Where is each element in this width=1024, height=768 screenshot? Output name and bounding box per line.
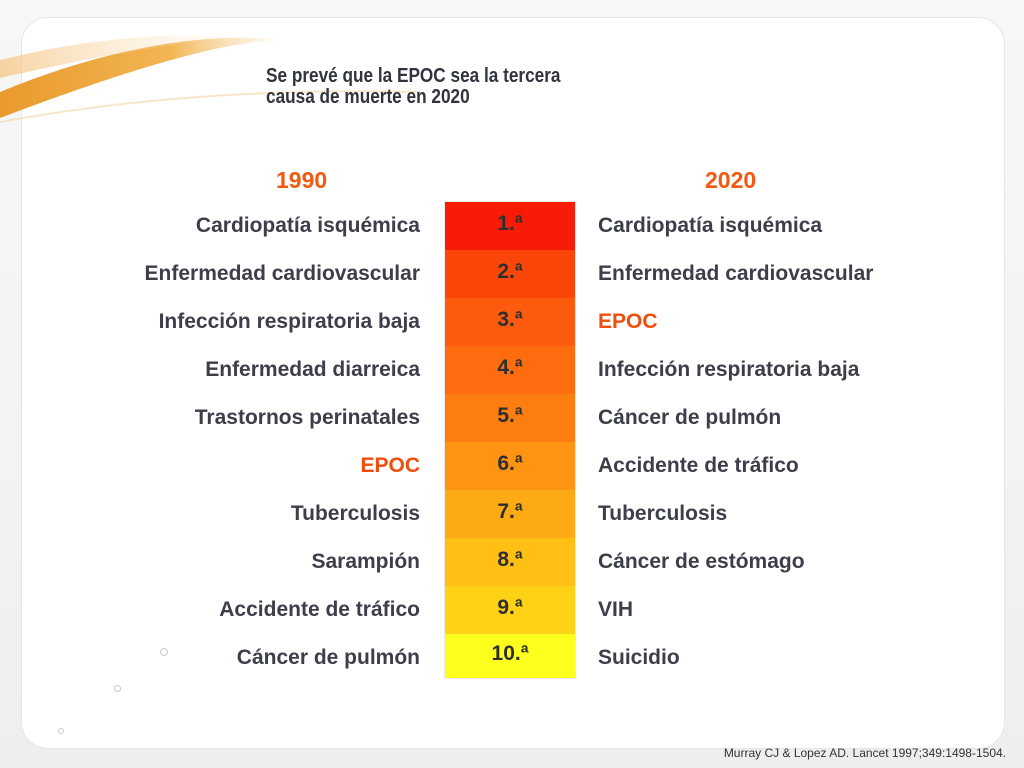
- rank-cell: 3.ª: [445, 298, 575, 346]
- rank-bar: 1.ª 2.ª 3.ª 4.ª 5.ª 6.ª 7.ª 8.ª 9.ª 10.ª: [445, 202, 575, 678]
- year-heading-1990: 1990: [276, 167, 328, 193]
- citation: Murray CJ & Lopez AD. Lancet 1997;349:14…: [723, 746, 1006, 760]
- slide-title-line-1: Se prevé que la EPOC sea la tercera: [266, 65, 561, 87]
- rank-cell: 6.ª: [445, 442, 575, 490]
- 2020-cause-item: VIH: [598, 598, 634, 621]
- decorative-swoosh: [0, 35, 421, 123]
- rank-cell: 4.ª: [445, 346, 575, 394]
- 2020-cause-item: EPOC: [598, 310, 658, 333]
- causes-2020-list: Cardiopatía isquémica Enfermedad cardiova…: [598, 202, 998, 682]
- decorative-dot: [114, 685, 121, 692]
- rank-cell: 8.ª: [445, 538, 575, 586]
- 2020-cause-item: Cáncer de estómago: [598, 550, 805, 573]
- 2020-cause-item: Enfermedad cardiovascular: [598, 262, 874, 285]
- rank-cell: 7.ª: [445, 490, 575, 538]
- 1990-cause-item: Accidente de tráfico: [219, 598, 420, 621]
- 1990-cause-item: Trastornos perinatales: [194, 406, 420, 429]
- 1990-cause-item: Infección respiratoria baja: [158, 310, 420, 333]
- rank-cell: 1.ª: [445, 202, 575, 250]
- 2020-cause-item: Accidente de tráfico: [598, 454, 799, 477]
- rank-cell: 2.ª: [445, 250, 575, 298]
- 2020-cause-item: Infección respiratoria baja: [598, 358, 860, 381]
- 1990-cause-item: EPOC: [360, 454, 420, 477]
- causes-1990-list: Cardiopatía isquémica Enfermedad cardiova…: [40, 202, 420, 682]
- slide-title-line-2: causa de muerte en 2020: [266, 86, 470, 108]
- 2020-cause-item: Suicidio: [598, 646, 680, 669]
- 1990-cause-item: Tuberculosis: [290, 502, 420, 525]
- 1990-cause-item: Sarampión: [311, 550, 420, 573]
- rank-cell: 5.ª: [445, 394, 575, 442]
- slide-title: Se prevé que la EPOC sea la tercera caus…: [266, 66, 627, 108]
- year-heading-2020: 2020: [705, 167, 757, 193]
- 1990-cause-item: Cáncer de pulmón: [236, 646, 420, 669]
- rank-cell: 10.ª: [445, 634, 575, 678]
- rank-cell: 9.ª: [445, 586, 575, 634]
- 2020-cause-item: Tuberculosis: [598, 502, 728, 525]
- 1990-cause-item: Enfermedad diarreica: [205, 358, 420, 381]
- 1990-cause-item: Enfermedad cardiovascular: [144, 262, 420, 285]
- 2020-cause-item: Cardiopatía isquémica: [598, 214, 823, 237]
- decorative-dot: [160, 648, 168, 656]
- decorative-dot: [58, 728, 64, 734]
- 1990-cause-item: Cardiopatía isquémica: [195, 214, 420, 237]
- 2020-cause-item: Cáncer de pulmón: [598, 406, 782, 429]
